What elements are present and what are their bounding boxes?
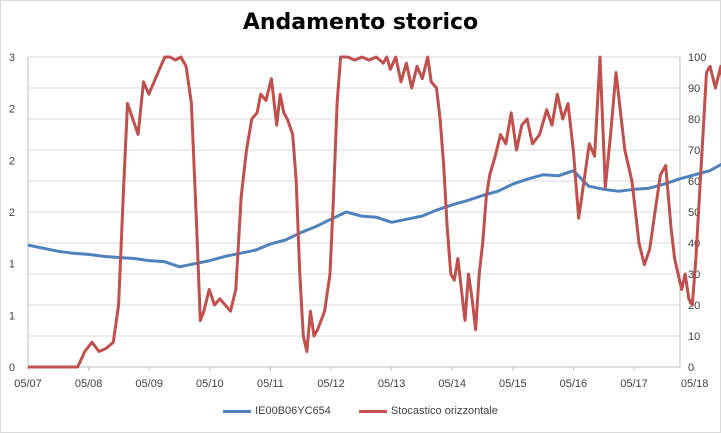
y-left-tick-label: 2 (9, 155, 15, 167)
y-left-tick-label: 1 (9, 259, 15, 271)
legend-label-series-1: IE00B06YC654 (255, 405, 331, 417)
series-line-1 (27, 162, 721, 269)
x-tick-label: 05/16 (560, 378, 588, 390)
y-right-tick-label: 10 (688, 331, 700, 343)
x-tick-label: 05/12 (317, 378, 345, 390)
y-left-tick-label: 0 (9, 362, 15, 374)
y-right-tick-label: 70 (688, 145, 700, 157)
x-tick-label: 05/09 (135, 378, 163, 390)
y-left-tick-label: 1 (9, 310, 15, 322)
x-tick-label: 05/13 (378, 378, 406, 390)
chart-title: Andamento storico (242, 10, 479, 35)
x-tick-label: 05/15 (499, 378, 527, 390)
x-tick-label: 05/17 (620, 378, 648, 390)
y-right-tick-label: 0 (688, 362, 694, 374)
x-tick-label: 05/10 (196, 378, 224, 390)
x-tick-label: 05/07 (14, 378, 42, 390)
legend-label-series-2: Stocastico orizzontale (390, 405, 498, 417)
legend-item-series-1: IE00B06YC654 (223, 403, 331, 419)
y-right-tick-label: 90 (688, 83, 700, 95)
legend: IE00B06YC654 Stocastico orizzontale (0, 403, 721, 419)
x-tick-label: 05/08 (75, 378, 103, 390)
y-left-tick-label: 3 (9, 52, 15, 64)
legend-swatch-series-2 (358, 409, 387, 413)
legend-swatch-series-1 (223, 409, 252, 413)
x-tick-label: 05/14 (438, 378, 466, 390)
y-left-tick-label: 2 (9, 207, 15, 219)
y-left-tick-label: 2 (9, 104, 15, 116)
x-tick-label: 05/11 (257, 378, 284, 390)
legend-item-series-2: Stocastico orizzontale (358, 403, 498, 419)
y-right-tick-label: 100 (688, 52, 706, 64)
y-right-tick-label: 60 (688, 176, 700, 188)
y-right-tick-label: 80 (688, 114, 700, 126)
series-line-2 (28, 55, 721, 369)
x-tick-label: 05/18 (681, 378, 709, 390)
